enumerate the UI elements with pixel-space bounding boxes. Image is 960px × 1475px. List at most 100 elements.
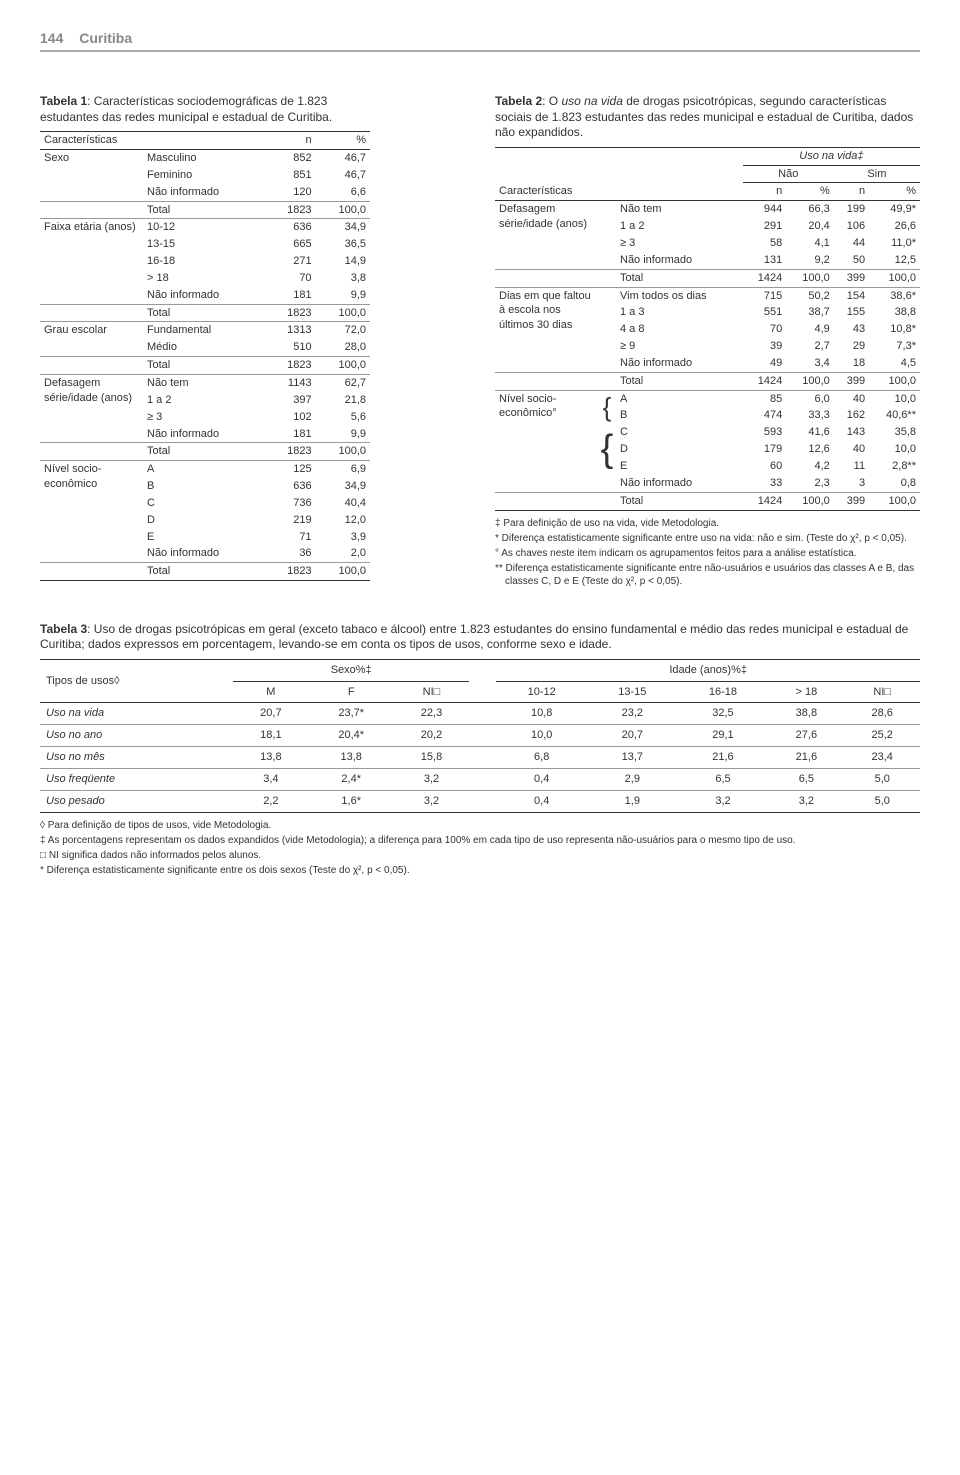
row-value: 21,8	[316, 392, 370, 409]
total-cell: 100,0	[316, 443, 370, 461]
row-value: 14,9	[316, 253, 370, 270]
total-cell: 100,0	[869, 492, 920, 510]
row-value: 4,5	[869, 355, 920, 372]
table-row: Uso freqüente3,42,4*3,20,42,96,56,55,0	[40, 768, 920, 790]
row-value: 20,7	[587, 725, 678, 747]
row-value: 291	[743, 218, 787, 235]
row-value: 28,0	[316, 339, 370, 356]
total-cell: 1823	[266, 304, 316, 322]
brace-cell	[598, 304, 616, 321]
table1-caption: Tabela 1: Características sociodemográfi…	[40, 94, 370, 125]
row-value: 2,3	[786, 475, 834, 492]
total-row: Total1823100,0	[40, 357, 370, 375]
footnote: ** Diferença estatisticamente significan…	[495, 562, 920, 588]
row-key: E	[143, 529, 266, 546]
col-header: NI□	[394, 681, 469, 703]
row-key: Uso no ano	[40, 725, 233, 747]
row-value: 33,3	[786, 407, 834, 424]
footnote: ‡ As porcentagens representam os dados e…	[40, 834, 920, 847]
total-row: Total1823100,0	[40, 563, 370, 581]
row-key: 10-12	[143, 219, 266, 236]
row-key: B	[143, 478, 266, 495]
row-key: Não informado	[616, 252, 743, 269]
row-value: 66,3	[786, 201, 834, 218]
row-value: 10,0	[496, 725, 587, 747]
total-row: Total1424100,0399100,0	[495, 492, 920, 510]
row-value: 131	[743, 252, 787, 269]
row-value: 10,8	[496, 703, 587, 725]
total-row: Total1424100,0399100,0	[495, 372, 920, 390]
table-row: SexoMasculino85246,7	[40, 150, 370, 167]
total-cell: 1823	[266, 357, 316, 375]
total-cell: 100,0	[869, 372, 920, 390]
row-value: 12,5	[869, 252, 920, 269]
col-header: F	[309, 681, 394, 703]
total-cell: 399	[834, 269, 869, 287]
table2-footnotes: ‡ Para definição de uso na vida, vide Me…	[495, 517, 920, 588]
row-value: 2,2	[233, 790, 308, 812]
total-cell: 1823	[266, 563, 316, 581]
row-key: Uso na vida	[40, 703, 233, 725]
row-value: 46,7	[316, 150, 370, 167]
row-value: 20,4	[786, 218, 834, 235]
row-value: 397	[266, 392, 316, 409]
row-value: 155	[834, 304, 869, 321]
brace-cell	[598, 235, 616, 252]
table2-column: Tabela 2: O uso na vida de drogas psicot…	[495, 82, 920, 590]
row-key: A	[143, 461, 266, 478]
col-header: 10-12	[496, 681, 587, 703]
row-value: 58	[743, 235, 787, 252]
row-value: 13,7	[587, 747, 678, 769]
row-key: D	[616, 441, 743, 458]
row-key: Vim todos os dias	[616, 287, 743, 304]
row-value: 510	[266, 339, 316, 356]
total-cell: 100,0	[869, 269, 920, 287]
footnote: * Diferença estatisticamente significant…	[495, 532, 920, 545]
row-value: 9,9	[316, 287, 370, 304]
row-value: 9,2	[786, 252, 834, 269]
row-value: 2,8**	[869, 458, 920, 475]
row-key: 16-18	[143, 253, 266, 270]
table1-column: Tabela 1: Características sociodemográfi…	[40, 82, 465, 581]
row-value: 11	[834, 458, 869, 475]
group-label: Nível socio-econômico°	[495, 390, 598, 492]
col-header: 13-15	[587, 681, 678, 703]
row-value: 60	[743, 458, 787, 475]
table-row: Uso na vida20,723,7*22,310,823,232,538,8…	[40, 703, 920, 725]
row-value: 10,0	[869, 390, 920, 407]
row-key: D	[143, 512, 266, 529]
row-key: Uso no mês	[40, 747, 233, 769]
row-key: Não informado	[143, 426, 266, 443]
row-key: 13-15	[143, 236, 266, 253]
row-value: 5,0	[844, 768, 920, 790]
row-value: 62,7	[316, 375, 370, 392]
row-value: 6,6	[316, 184, 370, 201]
row-value: 49	[743, 355, 787, 372]
row-value: 2,0	[316, 545, 370, 562]
brace-cell	[598, 355, 616, 372]
row-value: 35,8	[869, 424, 920, 441]
total-cell: 1424	[743, 492, 787, 510]
row-value: 44	[834, 235, 869, 252]
row-key: 1 a 2	[143, 392, 266, 409]
group-label: Defasagem série/idade (anos)	[495, 201, 598, 269]
row-value: 7,3*	[869, 338, 920, 355]
row-value: 18	[834, 355, 869, 372]
group-label: Sexo	[40, 150, 143, 202]
row-value: 39	[743, 338, 787, 355]
row-value: 665	[266, 236, 316, 253]
total-cell: 1424	[743, 269, 787, 287]
row-value: 36	[266, 545, 316, 562]
row-value: 3,8	[316, 270, 370, 287]
row-value: 181	[266, 426, 316, 443]
brace-cell: {	[598, 390, 616, 424]
total-cell: Total	[143, 304, 266, 322]
row-key: Fundamental	[143, 322, 266, 339]
row-key: Não tem	[616, 201, 743, 218]
row-key: E	[616, 458, 743, 475]
total-cell: Total	[616, 372, 743, 390]
row-value: 0,8	[869, 475, 920, 492]
total-row: Total1823100,0	[40, 443, 370, 461]
row-value: 3,4	[233, 768, 308, 790]
table-row: Defasagem série/idade (anos)Não tem94466…	[495, 201, 920, 218]
